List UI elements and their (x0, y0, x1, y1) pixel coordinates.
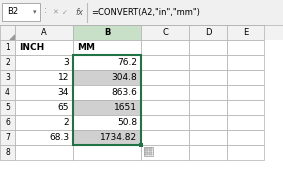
Bar (149, 152, 152, 155)
Bar (15, 100, 73, 115)
Bar (73, 25, 141, 40)
Text: A: A (41, 28, 47, 37)
Bar (0, 100, 15, 115)
Bar (0, 145, 15, 160)
Text: 3: 3 (5, 73, 10, 82)
Text: fx: fx (75, 8, 83, 17)
Bar (0, 40, 15, 55)
Bar (227, 100, 264, 115)
Bar (141, 55, 189, 70)
Text: E: E (243, 28, 248, 37)
Text: ✕: ✕ (52, 9, 58, 15)
Bar (2, 3, 40, 21)
Bar (189, 100, 227, 115)
Bar (73, 55, 141, 70)
Text: 5: 5 (5, 103, 10, 112)
Text: 2: 2 (63, 118, 69, 127)
Text: D: D (205, 28, 211, 37)
Bar (73, 40, 141, 55)
Text: B: B (104, 28, 110, 37)
Text: 65: 65 (57, 103, 69, 112)
Bar (227, 85, 264, 100)
Bar (0, 0, 283, 25)
Bar (189, 130, 227, 145)
Bar (145, 152, 148, 155)
Bar (0, 115, 15, 130)
Bar (141, 115, 189, 130)
Text: 8: 8 (5, 148, 10, 157)
Text: 68.3: 68.3 (49, 133, 69, 142)
Bar (73, 55, 141, 145)
Bar (15, 145, 73, 160)
Bar (189, 85, 227, 100)
Bar (227, 115, 264, 130)
Bar (15, 70, 73, 85)
Bar (0, 70, 15, 85)
Bar (15, 115, 73, 130)
Text: 2: 2 (5, 58, 10, 67)
Polygon shape (10, 35, 15, 40)
Text: 1651: 1651 (114, 103, 137, 112)
Text: :: : (44, 6, 46, 15)
Text: MM: MM (77, 43, 95, 52)
Bar (141, 145, 189, 160)
Bar (141, 130, 189, 145)
Text: =CONVERT(A2,"in","mm"): =CONVERT(A2,"in","mm") (91, 8, 200, 17)
Bar (73, 145, 141, 160)
Text: C: C (162, 28, 168, 37)
Text: B2: B2 (7, 7, 18, 17)
Text: 34: 34 (58, 88, 69, 97)
Bar (189, 145, 227, 160)
Bar (141, 25, 189, 40)
Bar (73, 70, 141, 85)
Bar (15, 130, 73, 145)
Text: 50.8: 50.8 (117, 118, 137, 127)
Bar (227, 70, 264, 85)
Text: 7: 7 (5, 133, 10, 142)
Bar (0, 25, 283, 40)
Bar (141, 85, 189, 100)
Text: 3: 3 (63, 58, 69, 67)
Text: 304.8: 304.8 (111, 73, 137, 82)
Bar (15, 40, 73, 55)
Bar (73, 115, 141, 130)
Bar (141, 40, 189, 55)
Bar (227, 40, 264, 55)
Bar (139, 143, 143, 147)
Bar (189, 115, 227, 130)
Text: 1734.82: 1734.82 (100, 133, 137, 142)
Text: 6: 6 (5, 118, 10, 127)
Bar (141, 100, 189, 115)
Bar (145, 148, 148, 151)
Bar (0, 130, 15, 145)
Text: INCH: INCH (19, 43, 44, 52)
Bar (227, 55, 264, 70)
Text: 76.2: 76.2 (117, 58, 137, 67)
Bar (149, 148, 152, 151)
Bar (73, 100, 141, 115)
Bar (144, 147, 153, 156)
Bar (15, 55, 73, 70)
Text: 12: 12 (58, 73, 69, 82)
Text: ▾: ▾ (33, 9, 37, 15)
Bar (189, 55, 227, 70)
Bar (73, 130, 141, 145)
Bar (0, 85, 15, 100)
Text: 863.6: 863.6 (111, 88, 137, 97)
Bar (189, 25, 227, 40)
Bar (189, 40, 227, 55)
Bar (189, 70, 227, 85)
Bar (227, 130, 264, 145)
Bar (73, 85, 141, 100)
Text: 1: 1 (5, 43, 10, 52)
Bar (15, 25, 73, 40)
Bar (227, 25, 264, 40)
Bar (0, 25, 15, 40)
Bar (227, 145, 264, 160)
Bar (15, 85, 73, 100)
Bar (0, 55, 15, 70)
Text: 4: 4 (5, 88, 10, 97)
Text: ✓: ✓ (62, 9, 68, 15)
Bar (141, 70, 189, 85)
